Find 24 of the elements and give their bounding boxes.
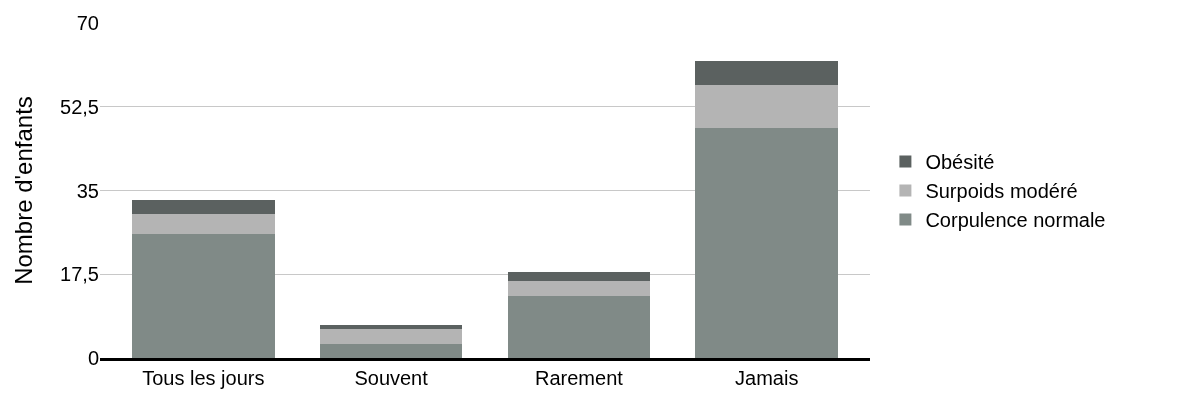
y-tick-label: 0 bbox=[87, 347, 99, 369]
bar bbox=[507, 295, 651, 358]
x-tick-label: Jamais bbox=[735, 367, 799, 389]
bar bbox=[507, 281, 651, 296]
x-tick-label: Souvent bbox=[354, 367, 429, 389]
bar bbox=[319, 343, 463, 358]
legend-label: Surpoids modéré bbox=[925, 180, 1078, 203]
y-tick-label: 17,5 bbox=[60, 263, 99, 286]
legend-label: Corpulence normale bbox=[925, 209, 1106, 232]
x-tick-label: Tous les jours bbox=[142, 367, 265, 389]
y-tick-label: 52,5 bbox=[60, 95, 99, 118]
bar bbox=[695, 85, 839, 129]
bar bbox=[131, 214, 275, 234]
bar bbox=[131, 233, 275, 358]
bar bbox=[319, 329, 463, 344]
bar bbox=[507, 271, 651, 282]
y-axis-title: Nombre d'enfants bbox=[10, 96, 38, 285]
y-tick-label: 70 bbox=[76, 12, 99, 34]
bar bbox=[695, 128, 839, 358]
x-tick-label: Rarement bbox=[534, 367, 624, 389]
legend-label: Obésité bbox=[925, 151, 995, 174]
bar bbox=[131, 200, 275, 215]
bar bbox=[695, 61, 839, 86]
y-tick-label: 35 bbox=[76, 179, 99, 202]
